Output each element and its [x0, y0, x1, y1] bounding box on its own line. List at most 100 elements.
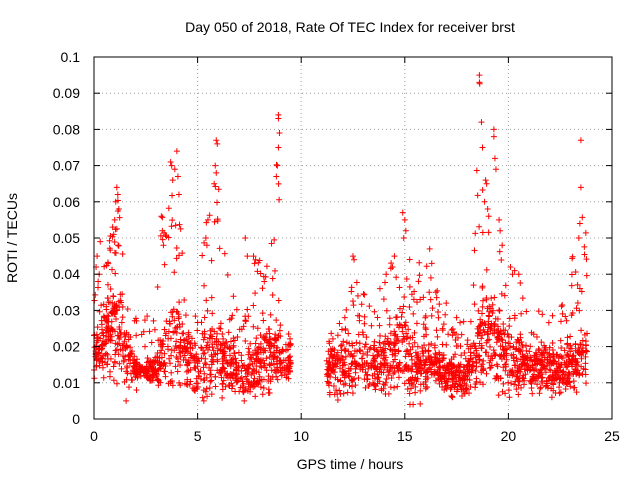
data-point [521, 353, 528, 360]
data-point [391, 328, 398, 335]
data-point [563, 364, 570, 371]
data-point [177, 382, 184, 389]
data-point [218, 366, 225, 373]
data-point [461, 380, 468, 387]
data-point [511, 315, 518, 322]
chart-title: Day 050 of 2018, Rate Of TEC Index for r… [185, 19, 515, 35]
data-point [104, 295, 111, 302]
data-point [497, 353, 504, 360]
data-point [404, 334, 411, 341]
data-point [569, 255, 576, 262]
data-point [527, 377, 534, 384]
data-point [102, 340, 109, 347]
data-point [252, 393, 259, 400]
x-tick-label: 20 [501, 428, 517, 444]
data-point [92, 291, 99, 298]
data-point [125, 331, 132, 338]
data-point [126, 353, 133, 360]
data-point [192, 388, 199, 395]
data-point [452, 371, 459, 378]
data-point [494, 334, 501, 341]
data-point [254, 325, 261, 332]
data-point [248, 356, 255, 363]
data-point [568, 345, 575, 352]
data-point [208, 377, 215, 384]
data-point [213, 137, 220, 144]
data-point [508, 352, 515, 359]
data-point [348, 340, 355, 347]
data-point [369, 362, 376, 369]
data-point [99, 355, 106, 362]
data-point [359, 355, 366, 362]
data-point [247, 340, 254, 347]
data-point [407, 346, 414, 353]
data-point [219, 381, 226, 388]
data-point [449, 326, 456, 333]
data-point [224, 360, 231, 367]
data-point [274, 162, 281, 169]
data-point [495, 323, 502, 330]
data-point [394, 364, 401, 371]
data-point [476, 223, 483, 230]
data-point [207, 335, 214, 342]
data-point [403, 275, 410, 282]
data-point [165, 234, 172, 241]
data-point [141, 372, 148, 379]
data-point [244, 253, 251, 260]
data-point [521, 360, 528, 367]
data-point [269, 352, 276, 359]
data-point [161, 350, 168, 357]
data-point [98, 302, 105, 309]
data-point [152, 368, 159, 375]
data-point [112, 270, 119, 277]
data-point [565, 353, 572, 360]
data-point [536, 390, 543, 397]
data-point [184, 376, 191, 383]
data-point [113, 315, 120, 322]
data-point [557, 337, 564, 344]
data-point [361, 313, 368, 320]
data-point [243, 376, 250, 383]
data-point [410, 296, 417, 303]
data-point [414, 299, 421, 306]
data-point [119, 314, 126, 321]
data-point [194, 360, 201, 367]
data-point [400, 367, 407, 374]
data-point [105, 313, 112, 320]
data-point [411, 339, 418, 346]
data-point [475, 307, 482, 314]
data-point [337, 342, 344, 349]
data-point [408, 291, 415, 298]
data-point [342, 347, 349, 354]
data-point [396, 284, 403, 291]
data-point [539, 311, 546, 318]
data-point [136, 369, 143, 376]
data-point [286, 354, 293, 361]
data-point [109, 299, 116, 306]
data-point [533, 353, 540, 360]
data-point [436, 380, 443, 387]
data-point [386, 368, 393, 375]
data-point [559, 302, 566, 309]
data-point [467, 318, 474, 325]
data-point [103, 327, 110, 334]
data-point [406, 303, 413, 310]
data-point [504, 331, 511, 337]
data-point [478, 119, 485, 126]
data-point [497, 343, 504, 350]
data-point [480, 326, 487, 333]
data-point [116, 214, 123, 221]
data-point [137, 373, 144, 380]
data-point [515, 348, 522, 355]
data-point [431, 370, 438, 377]
data-point [479, 187, 486, 194]
data-point [214, 140, 221, 147]
data-point [93, 331, 100, 338]
data-point [396, 360, 403, 367]
data-point [347, 352, 354, 359]
data-point [446, 366, 453, 373]
data-point [440, 364, 447, 371]
data-point [404, 386, 411, 393]
data-point [539, 379, 546, 386]
data-point [515, 391, 522, 398]
